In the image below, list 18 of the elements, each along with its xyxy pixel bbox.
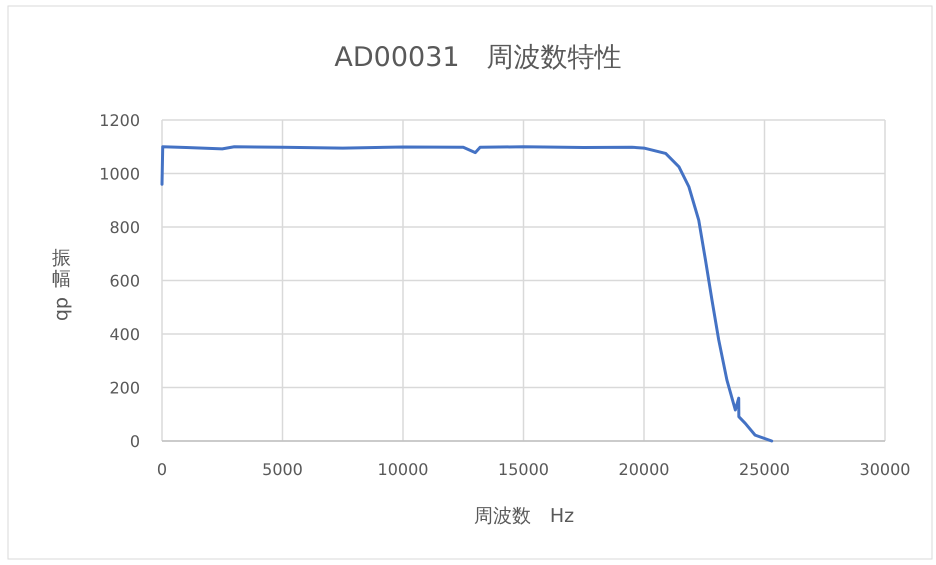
y-tick-label: 1000 <box>99 164 140 184</box>
x-axis-title: 周波数 Hz <box>474 505 574 527</box>
x-tick-label: 25000 <box>739 460 790 479</box>
y-tick-label: 400 <box>109 325 140 344</box>
x-tick-label: 15000 <box>498 460 549 479</box>
y-tick-label: 200 <box>109 378 140 398</box>
x-tick-label: 20000 <box>618 460 670 479</box>
y-axis-title: 振幅 db <box>52 247 74 322</box>
y-tick-label: 600 <box>109 272 140 290</box>
y-tick-label: 800 <box>109 218 140 237</box>
x-tick-label: 5000 <box>262 460 303 479</box>
y-tick-label: 0 <box>130 432 140 451</box>
line-series <box>160 145 774 442</box>
x-tick-label: 10000 <box>378 460 428 479</box>
x-tick-label: 30000 <box>860 460 910 479</box>
y-tick-label: 1200 <box>99 111 140 130</box>
x-tick-label: 0 <box>156 460 168 479</box>
chart-title: AD00031 周波数特性 <box>334 42 622 73</box>
